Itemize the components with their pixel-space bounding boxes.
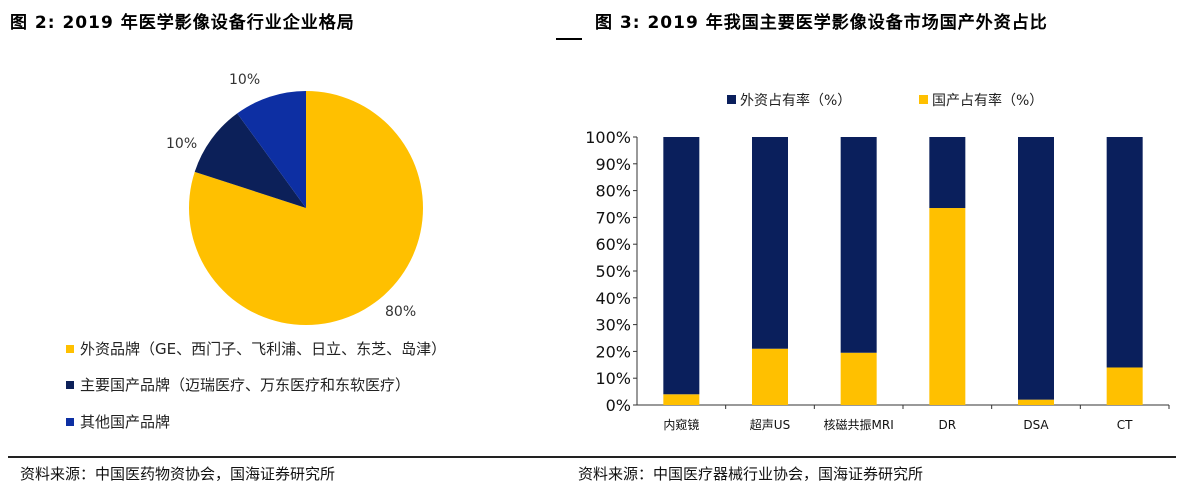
bar-segment <box>840 352 877 405</box>
legend-swatch <box>66 344 74 353</box>
pie-label: 80% <box>385 304 417 320</box>
divider <box>556 38 582 40</box>
legend-label: 国产占有率（%） <box>932 92 1043 109</box>
bar-segment <box>840 137 877 353</box>
bar-segment <box>1106 367 1143 405</box>
bar-segment <box>663 137 700 395</box>
y-tick-label: 10% <box>595 369 631 388</box>
pie-label: 10% <box>166 136 198 152</box>
x-tick-label: DSA <box>1023 418 1049 432</box>
y-tick-label: 30% <box>595 316 631 335</box>
pie-slice <box>237 91 306 208</box>
bar-segment <box>1018 137 1054 400</box>
x-tick-label: 超声US <box>750 417 790 432</box>
bar-segment <box>752 348 788 405</box>
x-tick-label: CT <box>1117 418 1133 432</box>
legend-label: 主要国产品牌（迈瑞医疗、万东医疗和东软医疗） <box>80 376 411 394</box>
y-tick-label: 80% <box>595 182 631 201</box>
bar-chart: 外资占有率（%） 国产占有率（%） 0% 10% 20% 30% 40% 50% 60% 70% 8… <box>585 92 1170 432</box>
legend-label: 外资占有率（%） <box>740 92 851 109</box>
x-tick-label: DR <box>939 418 957 432</box>
bar-segment <box>663 394 700 405</box>
y-tick-label: 0% <box>606 396 631 415</box>
pie-slice <box>194 113 306 208</box>
y-tick-label: 90% <box>595 155 631 174</box>
legend-swatch <box>919 95 928 104</box>
legend-swatch <box>66 417 74 426</box>
legend-item: 外资品牌（GE、西门子、飞利浦、日立、东芝、岛津） <box>66 338 446 359</box>
y-tick-label: 60% <box>595 235 631 254</box>
legend-item: 主要国产品牌（迈瑞医疗、万东医疗和东软医疗） <box>66 374 410 395</box>
right-title: 图 3: 2019 年我国主要医学影像设备市场国产外资占比 <box>595 13 1048 33</box>
y-tick-label: 100% <box>585 128 631 147</box>
x-tick-label: 内窥镜 <box>663 417 699 432</box>
right-source: 资料来源：中国医疗器械行业协会，国海证券研究所 <box>578 465 924 483</box>
legend-item: 其他国产品牌 <box>66 411 170 432</box>
bar-segment <box>1018 399 1054 405</box>
legend-swatch <box>727 95 736 104</box>
y-tick-label: 20% <box>595 342 631 361</box>
y-tick-label: 40% <box>595 289 631 308</box>
x-tick-label: 核磁共振MRI <box>824 417 894 432</box>
left-title: 图 2: 2019 年医学影像设备行业企业格局 <box>10 13 355 33</box>
y-tick-label: 70% <box>595 208 631 227</box>
legend-label: 外资品牌（GE、西门子、飞利浦、日立、东芝、岛津） <box>80 340 447 358</box>
left-source: 资料来源：中国医药物资协会，国海证券研究所 <box>20 465 336 483</box>
bar-segment <box>1106 137 1143 368</box>
legend-swatch <box>66 380 74 389</box>
bar-segment <box>929 208 966 405</box>
bar-segment <box>929 137 966 209</box>
legend-label: 其他国产品牌 <box>80 413 171 431</box>
y-tick-label: 50% <box>595 262 631 281</box>
separator <box>8 456 1176 458</box>
bar-segment <box>752 137 788 349</box>
pie-chart <box>189 91 423 325</box>
pie-label: 10% <box>229 72 261 88</box>
